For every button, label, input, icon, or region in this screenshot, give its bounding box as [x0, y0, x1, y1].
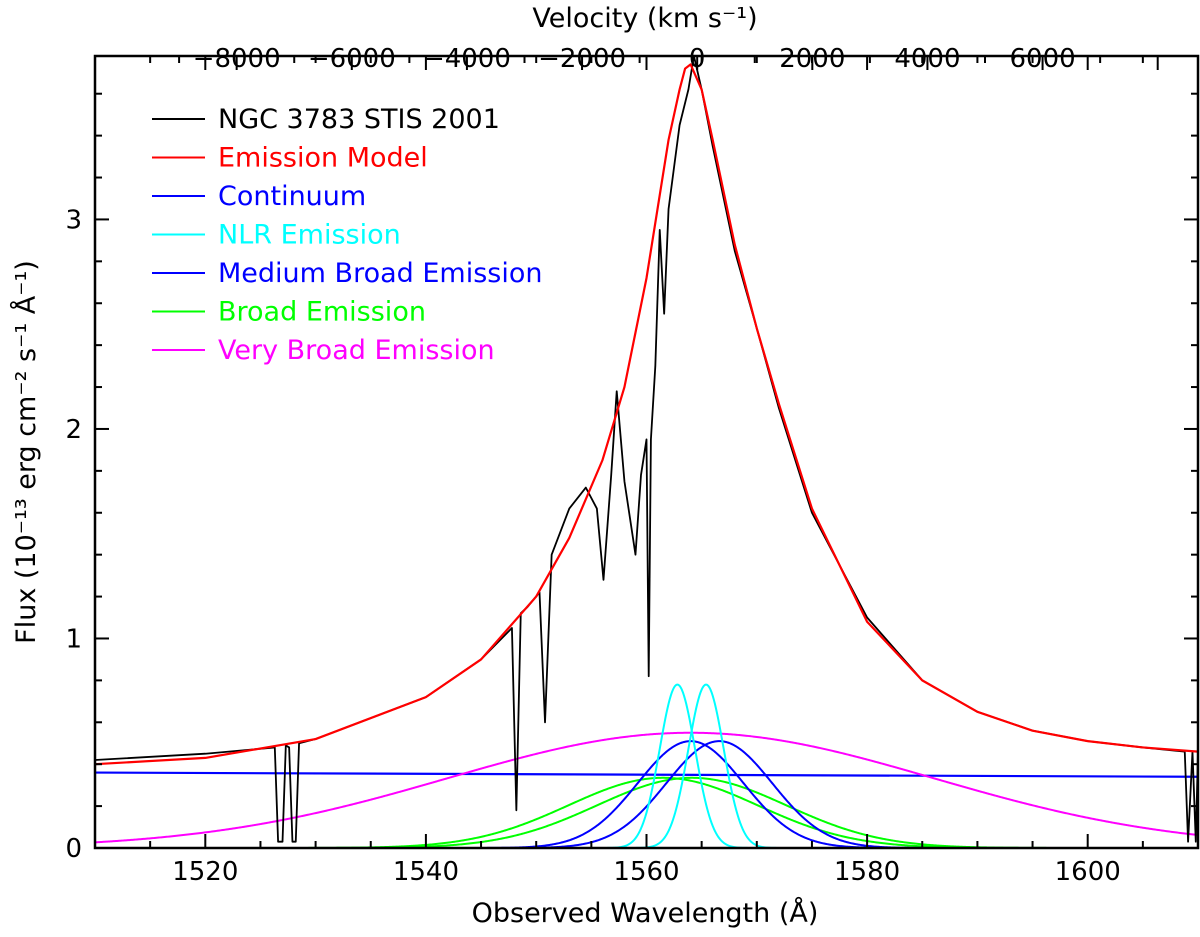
top-tick-label--4000: −4000	[423, 44, 511, 74]
y-tick-label-3: 3	[65, 205, 82, 235]
legend-label-continuum: Continuum	[218, 181, 366, 212]
top-tick-label-4000: 4000	[894, 44, 960, 74]
top-tick-label--2000: −2000	[538, 44, 626, 74]
y-tick-label-0: 0	[65, 834, 82, 864]
legend-label-medium-broad-emission: Medium Broad Emission	[218, 258, 543, 289]
x-tick-label-1580: 1580	[834, 857, 900, 887]
y-axis-title: Flux (10⁻¹³ erg cm⁻² s⁻¹ Å⁻¹)	[10, 260, 42, 644]
top-tick-label-0: 0	[689, 44, 706, 74]
top-tick-label-2000: 2000	[779, 44, 845, 74]
top-axis-title: Velocity (km s⁻¹)	[532, 3, 757, 34]
y-tick-label-2: 2	[65, 415, 82, 445]
top-tick-label--6000: −6000	[308, 44, 396, 74]
legend: NGC 3783 STIS 2001 Emission Model Continuu…	[152, 104, 543, 366]
x-tick-label-1520: 1520	[172, 857, 238, 887]
x-tick-label-1560: 1560	[613, 857, 679, 887]
very-broad-emission-line-1	[94, 731, 1199, 844]
legend-label-very-broad-emission: Very Broad Emission	[218, 335, 495, 366]
legend-label-emission-model: Emission Model	[218, 143, 428, 174]
emission-model-line	[94, 63, 1199, 766]
legend-label-nlr-emission: NLR Emission	[218, 220, 401, 251]
legend-label-broad-emission: Broad Emission	[218, 297, 426, 328]
plot-frame	[93, 54, 1200, 850]
top-tick-label-6000: 6000	[1009, 44, 1075, 74]
x-tick-label-1540: 1540	[393, 857, 459, 887]
axes-layer: 1520 1540 1560 1580 1600 0 1 2 3 −8000 −6000 −4000−…	[65, 44, 1199, 887]
continuum-line	[94, 771, 1199, 778]
top-tick-label--8000: −8000	[193, 44, 281, 74]
x-tick-label-1600: 1600	[1055, 857, 1121, 887]
legend-label-ngc-3783-stis-2001: NGC 3783 STIS 2001	[218, 104, 500, 135]
y-tick-label-1: 1	[65, 624, 82, 654]
x-axis-title: Observed Wavelength (Å)	[472, 897, 819, 929]
